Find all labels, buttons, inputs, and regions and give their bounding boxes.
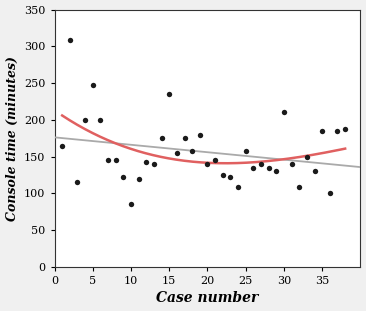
Point [289,161,295,166]
Point [136,176,142,181]
Point [212,158,218,163]
X-axis label: Case number: Case number [156,291,259,305]
Point [258,161,264,166]
Point [342,126,348,131]
Point [335,128,340,133]
Point [105,158,111,163]
Point [296,185,302,190]
Point [67,38,73,43]
Point [228,175,234,180]
Point [97,117,103,122]
Point [304,154,310,159]
Point [250,165,256,170]
Point [174,151,180,156]
Point [120,175,126,180]
Point [311,169,317,174]
Point [243,149,249,154]
Point [166,92,172,97]
Point [90,83,96,88]
Y-axis label: Console time (minutes): Console time (minutes) [5,56,19,220]
Point [143,159,149,164]
Point [128,202,134,207]
Point [159,136,165,141]
Point [151,161,157,166]
Point [235,185,241,190]
Point [182,136,187,141]
Point [82,117,88,122]
Point [281,110,287,115]
Point [205,161,210,166]
Point [197,132,203,137]
Point [266,165,272,170]
Point [75,180,81,185]
Point [220,173,226,178]
Point [319,128,325,133]
Point [113,158,119,163]
Point [273,169,279,174]
Point [327,191,333,196]
Point [59,143,65,148]
Point [189,149,195,154]
